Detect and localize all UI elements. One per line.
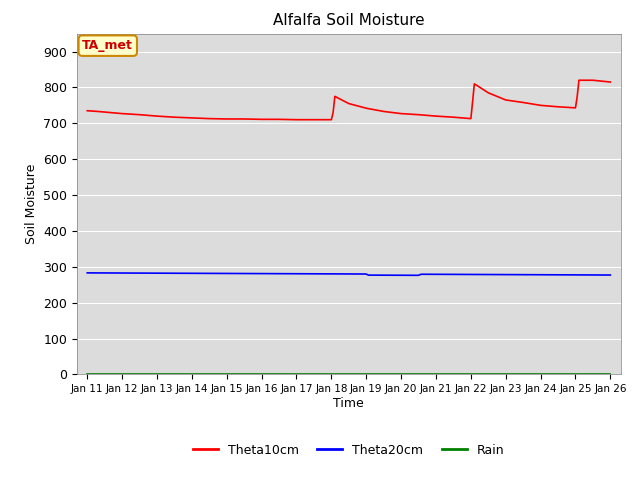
- Legend: Theta10cm, Theta20cm, Rain: Theta10cm, Theta20cm, Rain: [188, 439, 510, 462]
- X-axis label: Time: Time: [333, 397, 364, 410]
- Text: TA_met: TA_met: [83, 39, 133, 52]
- Y-axis label: Soil Moisture: Soil Moisture: [24, 164, 38, 244]
- Title: Alfalfa Soil Moisture: Alfalfa Soil Moisture: [273, 13, 424, 28]
